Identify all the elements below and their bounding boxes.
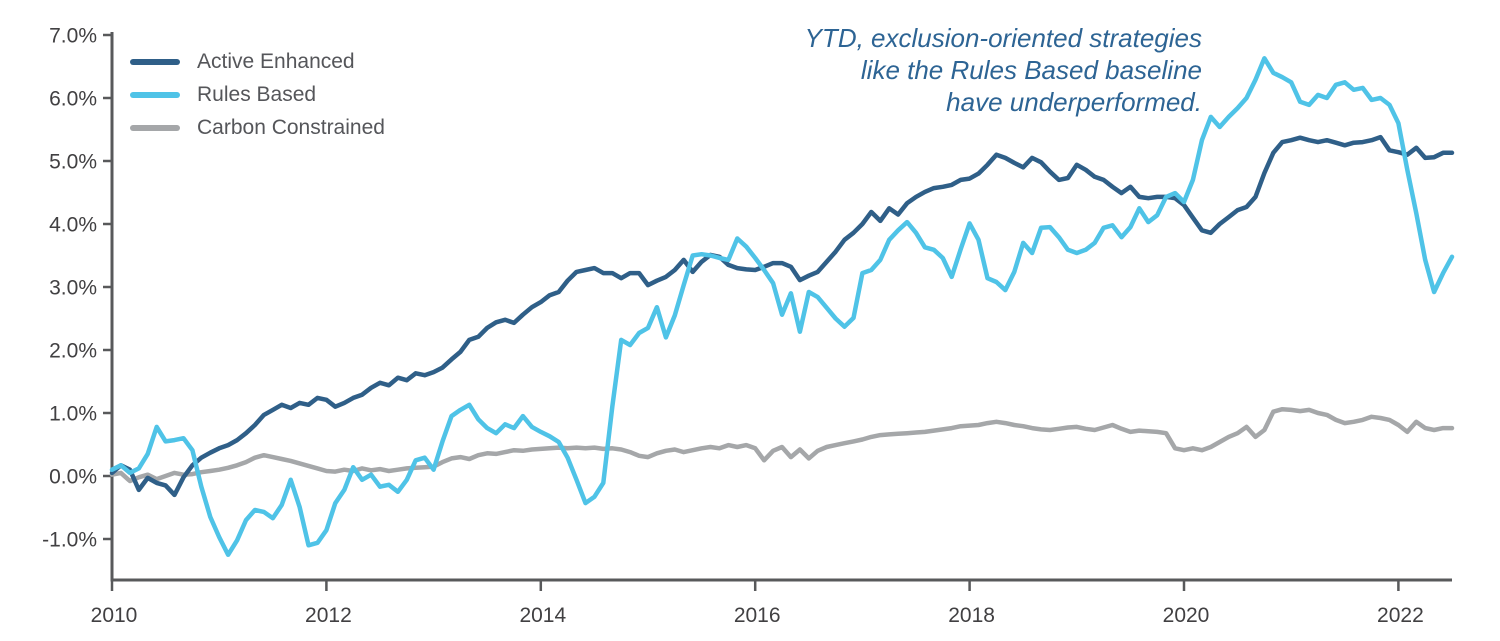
legend-item-carbon-constrained: Carbon Constrained (130, 116, 385, 139)
legend-swatch-icon (130, 59, 180, 65)
series-line-carbon-constrained (109, 406, 1455, 484)
legend-label: Rules Based (197, 83, 317, 106)
annotation-line-2: like the Rules Based baseline (860, 55, 1202, 85)
legend-swatch-icon (130, 92, 180, 98)
series-line-rules-based (109, 56, 1455, 558)
x-tick-label: 2010 (91, 604, 138, 627)
legend-item-rules-based: Rules Based (130, 83, 385, 106)
y-tick-label: 6.0% (49, 88, 97, 111)
y-tick-label: 4.0% (49, 214, 97, 237)
y-tick-label: 2.0% (49, 340, 97, 363)
y-tick-label: 5.0% (49, 151, 97, 174)
legend-label: Carbon Constrained (197, 116, 385, 139)
y-tick-label: 3.0% (49, 277, 97, 300)
y-tick-label: 0.0% (49, 466, 97, 489)
chart-annotation: YTD, exclusion-oriented strategies like … (805, 22, 1202, 118)
y-tick-label: -1.0% (42, 529, 97, 552)
series-line-active-enhanced (109, 134, 1455, 498)
x-tick-label: 2022 (1377, 604, 1424, 627)
x-tick-label: 2012 (305, 604, 352, 627)
x-tick-label: 2016 (734, 604, 781, 627)
y-tick-label: 7.0% (49, 25, 97, 48)
annotation-line-3: have underperformed. (946, 87, 1202, 117)
x-tick-label: 2020 (1163, 604, 1210, 627)
legend-swatch-icon (130, 125, 180, 131)
legend-label: Active Enhanced (197, 50, 355, 73)
x-tick-label: 2014 (519, 604, 566, 627)
x-tick-label: 2018 (948, 604, 995, 627)
y-tick-label: 1.0% (49, 403, 97, 426)
legend: Active Enhanced Rules Based Carbon Constra… (130, 50, 385, 139)
annotation-line-1: YTD, exclusion-oriented strategies (804, 23, 1202, 53)
legend-item-active-enhanced: Active Enhanced (130, 50, 385, 73)
